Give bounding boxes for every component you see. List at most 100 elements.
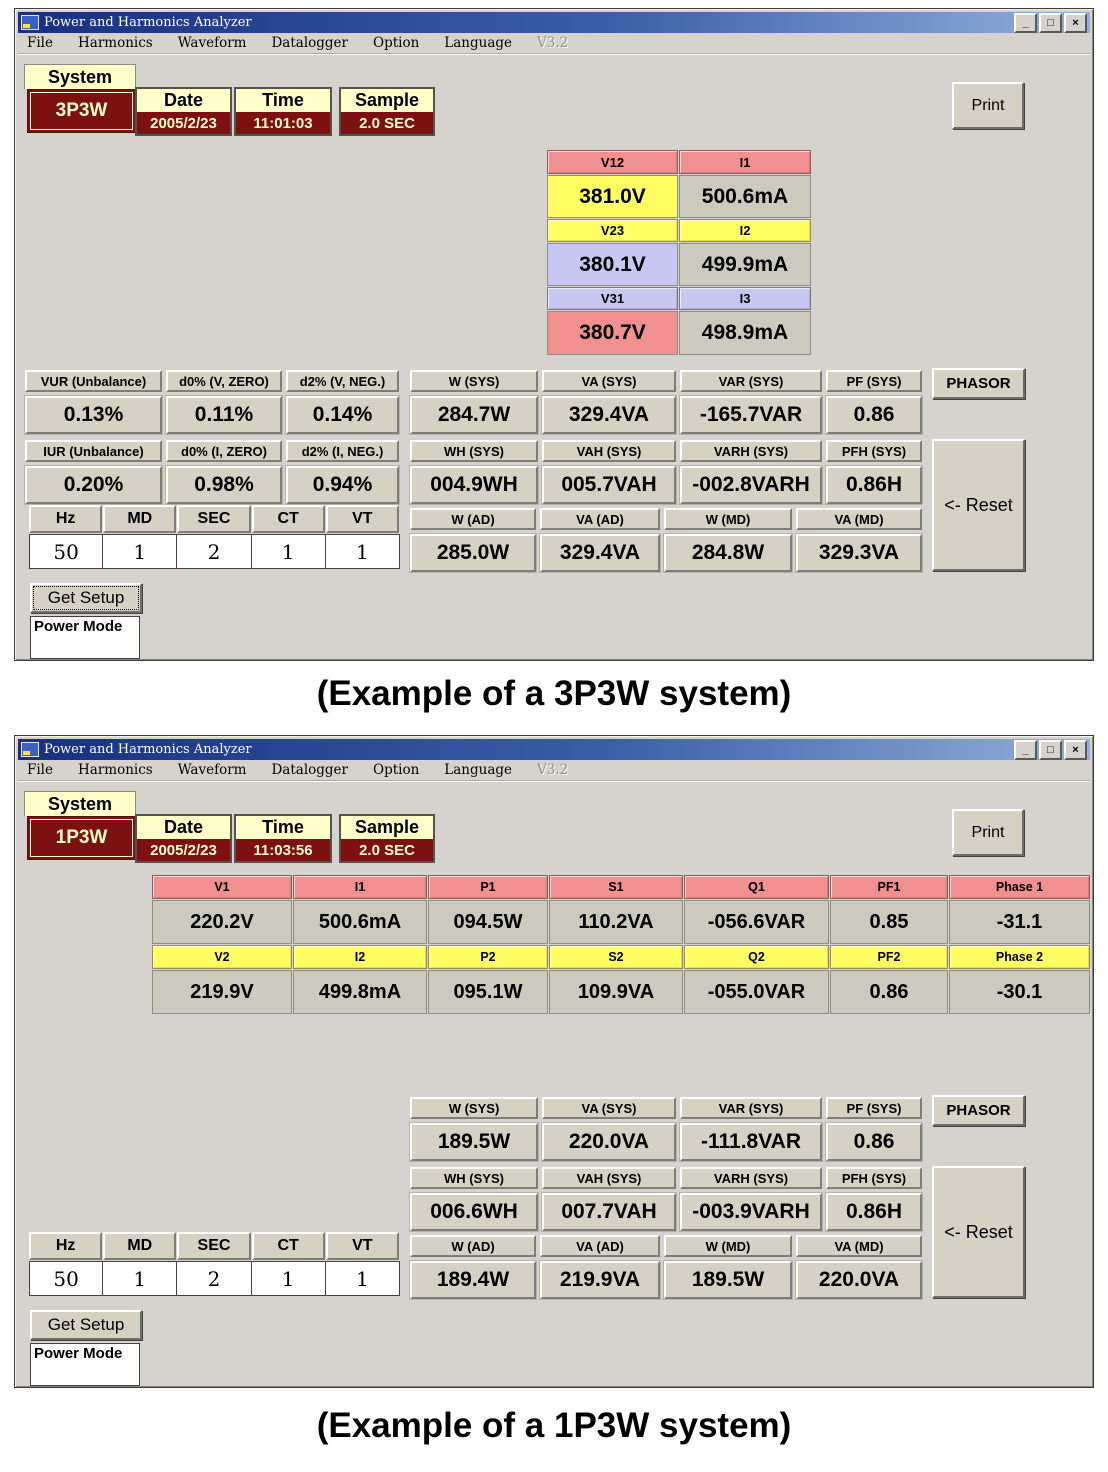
value-i3: 498.9mA — [679, 311, 811, 355]
value-i2: 499.9mA — [679, 243, 811, 286]
stat-label: VUR (Unbalance) — [25, 370, 162, 392]
setting-header-ct: CT — [251, 505, 325, 533]
stat-value: 329.4VA — [540, 534, 660, 572]
stat-value: 284.7W — [410, 396, 538, 434]
stat-value: 189.5W — [664, 1261, 792, 1299]
value-v31: 380.7V — [547, 311, 678, 355]
caption-3p3w: (Example of a 3P3W system) — [316, 674, 792, 713]
reset-button[interactable]: <- Reset — [932, 1166, 1025, 1298]
get-setup-button[interactable]: Get Setup — [30, 583, 142, 613]
menu-option[interactable]: Option — [373, 35, 420, 51]
value-i1: 500.6mA — [293, 900, 427, 944]
sample-block: Sample 2.0 SEC — [339, 814, 435, 863]
setting-value-sec: 2 — [176, 534, 252, 569]
stat-label: VA (AD) — [540, 508, 660, 530]
stat-value: 0.86H — [826, 466, 922, 504]
stat-label: WH (SYS) — [410, 440, 538, 462]
stat-value: 0.13% — [25, 396, 162, 434]
settings-values: 50 1 2 1 1 — [29, 534, 400, 569]
stat-label: VA (SYS) — [542, 370, 676, 392]
stat-label: PF (SYS) — [826, 1097, 922, 1119]
menu-file[interactable]: File — [27, 35, 53, 51]
stat-label: PF (SYS) — [826, 370, 922, 392]
client-area: System 3P3W Date 2005/2/23 Time 11:01:03… — [18, 54, 1090, 660]
col-header-p2: P2 — [428, 945, 548, 969]
menu-datalogger[interactable]: Datalogger — [271, 762, 348, 778]
stat-value: 0.20% — [25, 466, 162, 504]
phasor-button[interactable]: PHASOR — [932, 1095, 1025, 1126]
menu-file[interactable]: File — [27, 762, 53, 778]
stat-value: 007.7VAH — [542, 1193, 676, 1231]
stat-value: 189.5W — [410, 1123, 538, 1161]
sys-energy-row: WH (SYS) VAH (SYS) VARH (SYS) PFH (SYS) … — [410, 440, 922, 504]
sample-value: 2.0 SEC — [341, 112, 433, 134]
stat-value: 285.0W — [410, 534, 536, 572]
stat-label: VA (MD) — [796, 508, 922, 530]
col-header-i2: I2 — [293, 945, 427, 969]
app-icon — [21, 15, 39, 30]
maximize-icon[interactable]: □ — [1039, 12, 1062, 33]
phasor-button[interactable]: PHASOR — [932, 368, 1025, 399]
reset-button[interactable]: <- Reset — [932, 439, 1025, 571]
menu-waveform[interactable]: Waveform — [177, 762, 247, 778]
sys-energy-row: WH (SYS) VAH (SYS) VARH (SYS) PFH (SYS) … — [410, 1167, 922, 1231]
col-header-i3: I3 — [679, 287, 811, 310]
setting-header-ct: CT — [251, 1232, 325, 1260]
setting-header-hz: Hz — [29, 1232, 103, 1260]
value-s2: 109.9VA — [549, 970, 683, 1014]
stat-label: IUR (Unbalance) — [25, 440, 162, 462]
minimize-icon[interactable]: _ — [1014, 739, 1037, 760]
close-icon[interactable]: × — [1064, 12, 1087, 33]
app-icon — [21, 742, 39, 757]
col-header-v12: V12 — [547, 150, 678, 174]
setting-value-vt: 1 — [324, 534, 400, 569]
menu-harmonics[interactable]: Harmonics — [78, 35, 153, 51]
setting-header-vt: VT — [325, 505, 399, 533]
menu-language[interactable]: Language — [444, 762, 513, 778]
stat-value: 0.98% — [166, 466, 282, 504]
minimize-icon[interactable]: _ — [1014, 12, 1037, 33]
get-setup-button[interactable]: Get Setup — [30, 1310, 142, 1340]
col-header-v23: V23 — [547, 219, 678, 242]
setting-value-sec: 2 — [176, 1261, 252, 1296]
stat-value: 0.11% — [166, 396, 282, 434]
setting-value-hz: 50 — [29, 534, 104, 569]
stat-label: W (MD) — [664, 508, 792, 530]
system-label: System — [24, 64, 136, 89]
time-value: 11:01:03 — [236, 112, 330, 134]
value-q1: -056.6VAR — [684, 900, 829, 944]
menu-option[interactable]: Option — [373, 762, 420, 778]
window-title: Power and Harmonics Analyzer — [44, 742, 252, 757]
col-header-v2: V2 — [152, 945, 292, 969]
menu-language[interactable]: Language — [444, 35, 513, 51]
menu-harmonics[interactable]: Harmonics — [78, 762, 153, 778]
stat-label: VAR (SYS) — [680, 370, 822, 392]
col-header-v31: V31 — [547, 287, 678, 310]
col-header-i2: I2 — [679, 219, 811, 242]
print-button[interactable]: Print — [952, 809, 1024, 856]
stat-value: 220.0VA — [542, 1123, 676, 1161]
setting-header-sec: SEC — [177, 1232, 251, 1260]
stat-label: VA (SYS) — [542, 1097, 676, 1119]
title-bar[interactable]: Power and Harmonics Analyzer _ □ × — [18, 12, 1090, 33]
setting-value-ct: 1 — [250, 534, 326, 569]
menu-waveform[interactable]: Waveform — [177, 35, 247, 51]
stat-label: W (AD) — [410, 1235, 536, 1257]
value-phase2: -30.1 — [949, 970, 1090, 1014]
stat-label: VAH (SYS) — [542, 440, 676, 462]
stat-value: 0.14% — [286, 396, 399, 434]
stat-label: VAH (SYS) — [542, 1167, 676, 1189]
sys-power-row: W (SYS) VA (SYS) VAR (SYS) PF (SYS) 189.… — [410, 1097, 922, 1161]
settings-headers: Hz MD SEC CT VT — [29, 505, 400, 533]
stat-label: W (SYS) — [410, 370, 538, 392]
sample-label: Sample — [341, 816, 433, 839]
sample-block: Sample 2.0 SEC — [339, 87, 435, 136]
print-button[interactable]: Print — [952, 82, 1024, 129]
stat-label: W (AD) — [410, 508, 536, 530]
menu-datalogger[interactable]: Datalogger — [271, 35, 348, 51]
setting-value-hz: 50 — [29, 1261, 104, 1296]
title-bar[interactable]: Power and Harmonics Analyzer _ □ × — [18, 739, 1090, 760]
maximize-icon[interactable]: □ — [1039, 739, 1062, 760]
close-icon[interactable]: × — [1064, 739, 1087, 760]
setting-value-md: 1 — [102, 1261, 178, 1296]
